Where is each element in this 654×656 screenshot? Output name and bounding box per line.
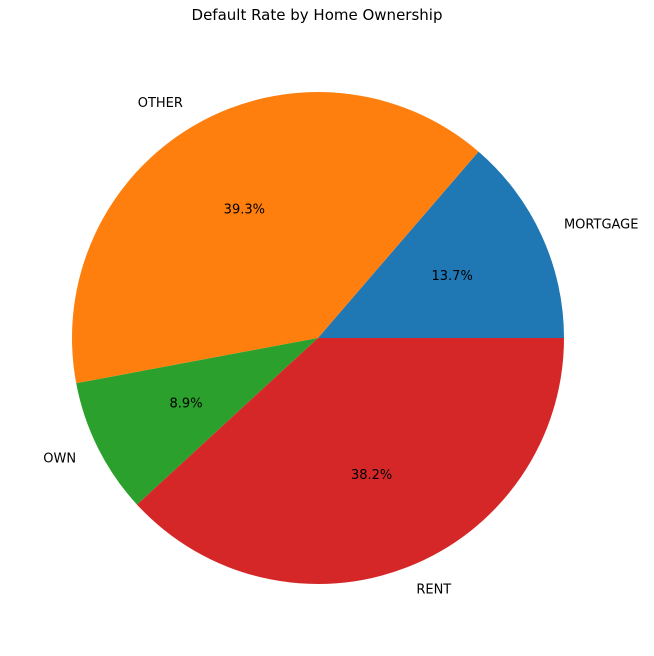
pie-slice-mortgage [318,151,564,338]
slice-label-rent: RENT [416,583,451,598]
pie-labels: MORTGAGE 13.7% OTHER 39.3% OWN 8.9% RENT 38.2% [43,96,638,598]
pie-slices [72,92,564,584]
slice-value-own: 8.9% [170,397,203,412]
slice-label-other: OTHER [138,96,183,111]
pie-slice-rent [136,338,564,584]
pie-slice-other [72,92,479,384]
slice-value-mortgage: 13.7% [432,269,473,284]
slice-value-other: 39.3% [224,203,265,218]
slice-label-mortgage: MORTGAGE [564,218,639,233]
pie-slice-own [76,338,318,505]
slice-value-rent: 38.2% [351,468,392,483]
slice-label-own: OWN [43,452,76,467]
chart-title: Default Rate by Home Ownership [191,6,443,24]
